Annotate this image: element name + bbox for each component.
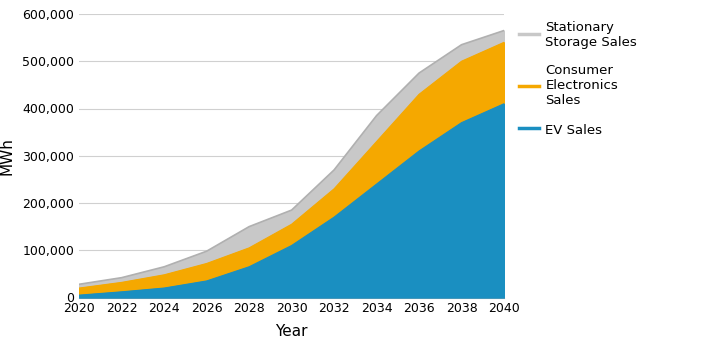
Legend: Stationary
Storage Sales, Consumer
Electronics
Sales, EV Sales: Stationary Storage Sales, Consumer Elect… — [519, 21, 637, 137]
Y-axis label: MWh: MWh — [0, 137, 14, 175]
X-axis label: Year: Year — [275, 324, 308, 339]
